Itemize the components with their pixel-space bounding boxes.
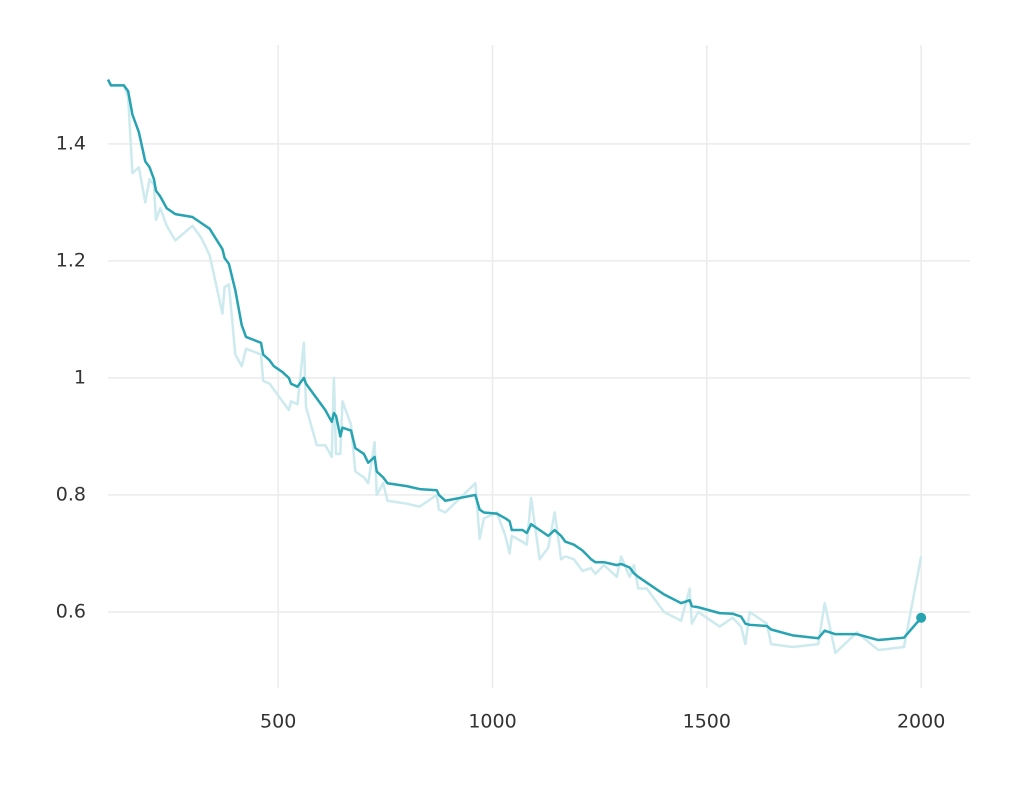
line: [106, 78, 923, 655]
y-tick-label: 1.4: [56, 132, 86, 154]
x-tick-label: 500: [260, 711, 296, 733]
y-tick-label: 0.6: [56, 600, 86, 622]
x-tick-label: 1000: [468, 711, 516, 733]
end-marker: [916, 612, 927, 623]
y-tick-label: 0.8: [56, 483, 86, 505]
y-tick-label: 1.2: [56, 249, 86, 271]
line: [106, 78, 923, 642]
x-tick-label: 1500: [683, 711, 731, 733]
x-tick-label: 2000: [897, 711, 945, 733]
y-tick-label: 1: [74, 366, 86, 388]
